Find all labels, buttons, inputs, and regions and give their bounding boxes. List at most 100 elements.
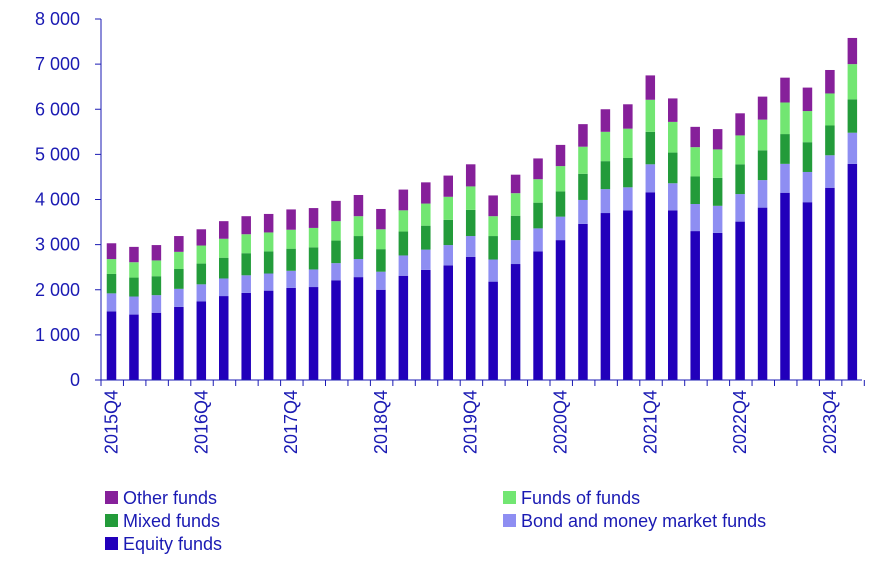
bar-segment-equity-funds xyxy=(645,192,656,380)
bar-segment-mixed-funds xyxy=(757,150,768,181)
bar-segment-other-funds xyxy=(555,144,566,167)
legend-label-bond-and-money-market-funds: Bond and money market funds xyxy=(521,511,766,531)
bar-segment-other-funds xyxy=(331,200,341,222)
bar-segment-bond-and-money-market-funds xyxy=(600,189,611,214)
bar-segment-bond-and-money-market-funds xyxy=(421,249,431,270)
bar-segment-equity-funds xyxy=(712,232,723,380)
bar-segment-other-funds xyxy=(376,208,386,230)
bar-stack-2018Q3 xyxy=(353,194,364,380)
bar-stack-2016Q1 xyxy=(129,246,139,380)
bar-segment-mixed-funds xyxy=(241,253,251,276)
bar-segment-bond-and-money-market-funds xyxy=(510,240,521,265)
bar-segment-mixed-funds xyxy=(668,152,678,184)
bar-stack-2022Q4 xyxy=(735,113,745,380)
bar-segment-equity-funds xyxy=(398,275,409,380)
bar-segment-funds-of-funds xyxy=(623,128,633,158)
bar-segment-funds-of-funds xyxy=(241,234,251,254)
bar-segment-mixed-funds xyxy=(129,277,139,297)
bar-segment-other-funds xyxy=(668,98,678,122)
y-tick-label: 5 000 xyxy=(35,144,80,164)
x-tick-label: 2022Q4 xyxy=(730,390,750,454)
bar-segment-other-funds xyxy=(578,124,588,147)
bar-segment-other-funds xyxy=(219,221,229,239)
bar-segment-funds-of-funds xyxy=(106,259,117,274)
bar-segment-equity-funds xyxy=(286,287,296,380)
legend-swatch-other-funds xyxy=(105,491,118,504)
x-tick-label: 2021Q4 xyxy=(640,390,660,454)
bar-segment-equity-funds xyxy=(353,277,364,380)
bar-stack-2023Q4 xyxy=(825,69,835,380)
bar-segment-equity-funds xyxy=(735,221,745,380)
bar-segment-other-funds xyxy=(106,243,117,260)
bar-segment-equity-funds xyxy=(488,281,498,380)
y-axis: 0 1 000 2 000 3 000 4 000 5 000 6 000 7 000 8 00… xyxy=(35,9,102,390)
bar-segment-equity-funds xyxy=(421,269,431,380)
x-axis: 2015Q4 2016Q4 2017Q4 2018Q4 2019Q4 2020Q4 2021… xyxy=(100,379,865,454)
bar-stack-2016Q2 xyxy=(151,245,162,380)
bar-segment-other-funds xyxy=(735,113,745,136)
bar-segment-bond-and-money-market-funds xyxy=(735,194,745,222)
y-tick-label: 1 000 xyxy=(35,325,80,345)
legend: Other funds Funds of funds Mixed funds B… xyxy=(105,488,766,554)
bar-stack-2021Q2 xyxy=(600,109,611,380)
y-tick-label: 0 xyxy=(70,370,80,390)
bar-stack-2017Q2 xyxy=(241,216,251,380)
x-tick-label: 2015Q4 xyxy=(102,390,122,454)
bar-segment-funds-of-funds xyxy=(129,262,139,278)
y-tick-label: 3 000 xyxy=(35,235,80,255)
bar-segment-mixed-funds xyxy=(780,134,790,164)
bar-segment-equity-funds xyxy=(555,240,566,380)
bar-segment-bond-and-money-market-funds xyxy=(376,271,386,290)
x-tick-label: 2023Q4 xyxy=(820,390,840,454)
bar-segment-mixed-funds xyxy=(151,276,162,296)
legend-item-equity-funds: Equity funds xyxy=(105,534,222,554)
bar-segment-equity-funds xyxy=(106,311,117,380)
bar-segment-funds-of-funds xyxy=(802,111,813,143)
y-tick-label: 7 000 xyxy=(35,54,80,74)
bar-segment-bond-and-money-market-funds xyxy=(331,263,341,281)
bar-segment-mixed-funds xyxy=(488,236,498,260)
bar-segment-bond-and-money-market-funds xyxy=(578,199,588,224)
bar-segment-mixed-funds xyxy=(174,268,184,289)
bar-segment-other-funds xyxy=(757,96,768,120)
bar-segment-other-funds xyxy=(847,37,858,65)
bar-segment-bond-and-money-market-funds xyxy=(219,278,229,297)
bar-segment-funds-of-funds xyxy=(735,135,745,165)
bar-segment-funds-of-funds xyxy=(465,186,476,210)
bar-segment-other-funds xyxy=(623,104,633,129)
bar-segment-funds-of-funds xyxy=(421,203,431,226)
bar-segment-other-funds xyxy=(286,209,296,230)
bar-segment-equity-funds xyxy=(129,314,139,380)
bar-segment-bond-and-money-market-funds xyxy=(645,164,656,193)
x-tick-label: 2018Q4 xyxy=(371,390,391,454)
bar-segment-bond-and-money-market-funds xyxy=(286,270,296,288)
bar-segment-mixed-funds xyxy=(421,225,431,250)
bar-segment-bond-and-money-market-funds xyxy=(129,296,139,315)
bar-segment-equity-funds xyxy=(263,290,274,380)
bar-segment-mixed-funds xyxy=(219,257,229,279)
bar-segment-equity-funds xyxy=(241,292,251,380)
bar-stack-2023Q1 xyxy=(757,96,768,380)
bar-stack-2023Q2 xyxy=(780,77,790,380)
bar-segment-bond-and-money-market-funds xyxy=(712,205,723,233)
bar-segment-mixed-funds xyxy=(578,173,588,200)
bar-segment-mixed-funds xyxy=(196,263,207,285)
bar-segment-funds-of-funds xyxy=(578,146,588,174)
bar-segment-funds-of-funds xyxy=(712,149,723,178)
bar-segment-bond-and-money-market-funds xyxy=(241,275,251,293)
legend-swatch-equity-funds xyxy=(105,537,118,550)
legend-label-funds-of-funds: Funds of funds xyxy=(521,488,640,508)
legend-swatch-bond-and-money-market-funds xyxy=(503,514,516,527)
bar-segment-bond-and-money-market-funds xyxy=(196,284,207,302)
bar-segment-equity-funds xyxy=(578,223,588,380)
bar-segment-bond-and-money-market-funds xyxy=(623,187,633,211)
bar-stack-2018Q4 xyxy=(376,208,386,380)
bar-segment-mixed-funds xyxy=(286,248,296,271)
bar-segment-other-funds xyxy=(398,189,409,211)
bar-segment-funds-of-funds xyxy=(690,147,700,177)
bar-segment-funds-of-funds xyxy=(398,210,409,232)
bar-segment-equity-funds xyxy=(690,231,700,380)
bar-segment-equity-funds xyxy=(780,192,790,380)
bar-segment-equity-funds xyxy=(219,296,229,380)
bar-segment-mixed-funds xyxy=(802,142,813,172)
